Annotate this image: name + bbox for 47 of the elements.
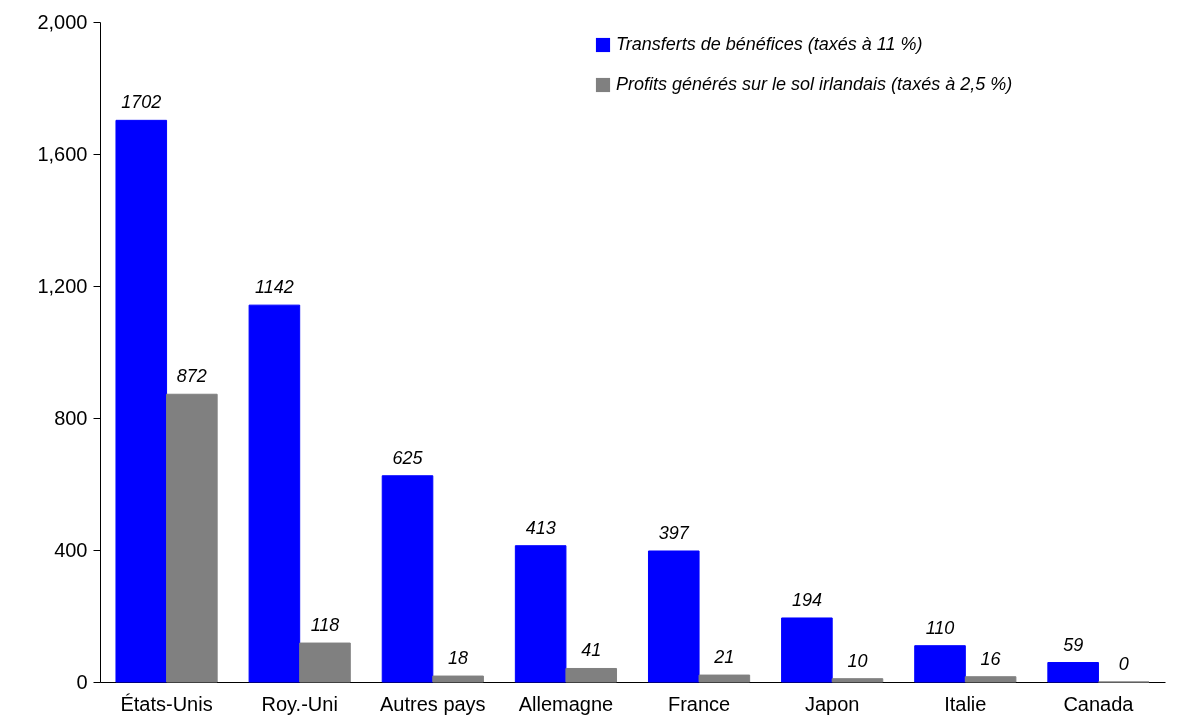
data-label: 413 [525, 517, 556, 538]
bar [781, 617, 833, 683]
x-tick-label: Canada [1063, 692, 1135, 715]
data-label: 21 [713, 647, 735, 668]
x-tick-label: États-Unis [120, 692, 213, 715]
bar [166, 393, 218, 683]
data-label: 1702 [121, 92, 162, 113]
bar [248, 304, 301, 683]
data-label: 0 [1118, 654, 1129, 674]
bar [565, 667, 618, 683]
bar [647, 550, 700, 683]
x-tick-label: Autres pays [380, 692, 486, 715]
data-label: 18 [448, 648, 469, 669]
y-tick-label: 1,600 [37, 142, 88, 165]
data-label: 110 [925, 617, 955, 638]
bar [514, 545, 567, 683]
bar [1047, 662, 1099, 683]
x-tick-label: Roy.-Uni [261, 692, 338, 715]
data-label: 625 [392, 447, 424, 468]
y-tick-label: 400 [54, 538, 88, 561]
data-label: 1142 [255, 277, 294, 298]
legend-label: Profits générés sur le sol irlandais (taxés à 2,5 %) [616, 74, 1013, 94]
bar [432, 675, 484, 683]
data-label: 194 [791, 589, 822, 610]
legend-label: Transferts de bénéfices (taxés à 11 %) [616, 34, 923, 54]
y-tick-label: 800 [54, 406, 88, 429]
bar [299, 642, 351, 683]
data-label: 41 [581, 640, 602, 661]
x-tick-label: Italie [944, 692, 987, 715]
data-label: 872 [176, 366, 207, 387]
bar [831, 678, 884, 683]
x-tick-label: Japon [804, 692, 860, 715]
y-tick-label: 0 [76, 670, 88, 693]
bar [698, 674, 751, 683]
bar [964, 676, 1017, 683]
y-tick-label: 2,000 [37, 10, 88, 33]
data-label: 16 [980, 648, 1002, 669]
bar [115, 119, 168, 683]
data-label: 10 [847, 650, 868, 671]
data-label: 59 [1063, 634, 1084, 655]
bar [914, 645, 966, 683]
data-label: 118 [310, 615, 340, 636]
y-tick-label: 1,200 [37, 274, 88, 297]
x-tick-label: France [667, 692, 731, 715]
data-label: 397 [658, 522, 690, 543]
x-tick-label: Allemagne [518, 692, 614, 715]
bar [381, 475, 434, 683]
